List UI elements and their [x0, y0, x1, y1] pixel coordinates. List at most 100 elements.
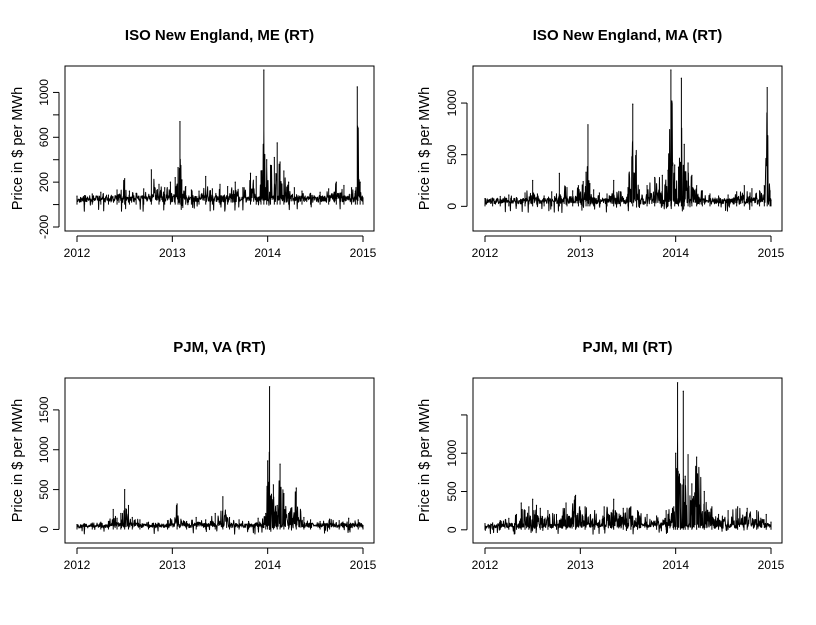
data-point: [269, 164, 272, 166]
data-point: [727, 194, 729, 196]
y-tick-label: 600: [37, 127, 51, 147]
data-point: [107, 194, 110, 196]
data-point: [598, 192, 601, 194]
data-point: [143, 188, 145, 190]
data-point: [319, 191, 321, 193]
data-point: [492, 522, 494, 524]
data-point: [679, 483, 682, 485]
data-point: [528, 506, 530, 508]
y-axis-label: Price in $ per MWh: [10, 399, 26, 522]
data-point: [770, 199, 772, 201]
data-point: [687, 162, 689, 164]
data-point: [249, 172, 252, 174]
data-point: [319, 520, 321, 523]
data-point: [301, 190, 303, 192]
data-point: [348, 517, 350, 519]
data-point: [582, 180, 584, 183]
data-point: [532, 179, 534, 182]
x-tick-label: 2012: [472, 246, 499, 260]
data-point: [283, 170, 285, 172]
data-point: [646, 513, 648, 516]
y-axis-label: Price in $ per MWh: [417, 87, 433, 210]
data-point: [265, 512, 267, 515]
data-point: [691, 174, 693, 176]
data-point: [565, 502, 567, 504]
data-point: [120, 512, 122, 515]
data-point: [589, 183, 591, 185]
data-point: [238, 519, 240, 521]
data-point: [303, 516, 305, 519]
y-tick-label: 1000: [445, 89, 459, 116]
y-tick-label: 500: [445, 481, 459, 501]
data-point: [632, 103, 634, 105]
data-point: [684, 475, 686, 477]
y-tick-label: 200: [37, 172, 51, 192]
data-point: [703, 490, 705, 493]
data-point: [276, 504, 278, 507]
data-point: [269, 495, 272, 497]
data-point: [279, 463, 281, 465]
y-tick-label: 0: [445, 526, 459, 533]
data-point: [613, 498, 615, 500]
x-tick-label: 2015: [758, 246, 785, 260]
data-point: [520, 502, 522, 504]
data-point: [329, 518, 331, 520]
data-point: [585, 171, 587, 173]
data-point: [677, 166, 680, 168]
data-point: [770, 521, 772, 523]
data-point: [711, 506, 713, 508]
data-point: [539, 507, 541, 509]
data-point: [555, 513, 558, 516]
data-point: [293, 187, 295, 189]
data-point: [587, 124, 589, 126]
y-axis-label: Price in $ per MWh: [417, 399, 433, 522]
data-point: [627, 187, 629, 189]
data-point: [248, 520, 250, 523]
data-point: [630, 506, 632, 508]
data-point: [158, 183, 160, 185]
data-point: [717, 195, 720, 197]
x-tick-label: 2014: [254, 558, 281, 572]
data-point: [260, 170, 262, 172]
data-point: [76, 195, 78, 197]
data-point: [350, 187, 353, 189]
data-point: [572, 190, 574, 192]
data-point: [484, 197, 486, 200]
data-point: [309, 519, 312, 521]
data-point: [228, 516, 231, 519]
data-point: [536, 193, 539, 195]
data-point: [116, 189, 118, 191]
data-point: [166, 520, 169, 522]
data-point: [532, 498, 534, 500]
data-point: [127, 504, 130, 507]
y-tick-label: 0: [37, 526, 51, 533]
data-point: [691, 483, 693, 485]
data-point: [574, 494, 577, 496]
data-point: [124, 488, 126, 491]
data-point: [100, 521, 102, 523]
data-point: [547, 510, 549, 512]
data-point: [674, 164, 676, 166]
data-point: [190, 189, 192, 191]
x-tick-label: 2013: [567, 558, 594, 572]
data-point: [164, 187, 166, 189]
data-point: [766, 86, 768, 89]
data-point: [683, 143, 685, 145]
data-point: [636, 510, 639, 512]
data-point: [112, 508, 114, 511]
data-point: [177, 166, 179, 169]
x-tick-label: 2012: [64, 558, 91, 572]
plot-frame: [472, 377, 783, 544]
data-point: [499, 195, 501, 198]
y-tick-label: 1000: [445, 440, 459, 467]
data-point: [492, 197, 494, 199]
data-point: [758, 190, 761, 192]
x-tick-label: 2015: [350, 246, 377, 260]
data-point: [746, 507, 748, 509]
data-point: [551, 191, 553, 193]
data-point: [198, 190, 200, 192]
data-point: [91, 522, 93, 524]
data-point: [357, 519, 359, 521]
data-point: [701, 190, 703, 192]
